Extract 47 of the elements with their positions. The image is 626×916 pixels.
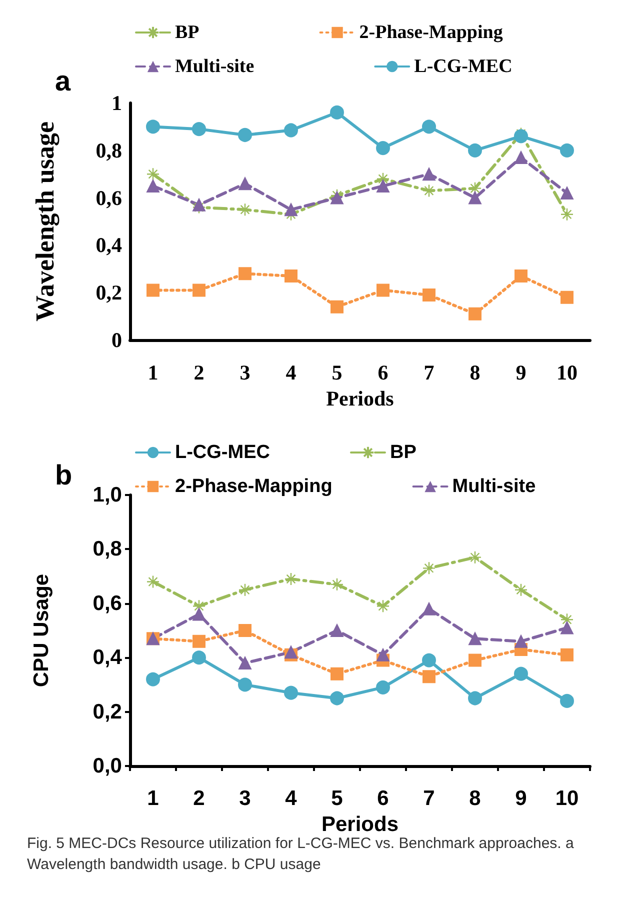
y-tick-label: 0,2 xyxy=(96,280,122,305)
chart-title: b xyxy=(55,460,72,490)
y-tick-label: 0,6 xyxy=(92,592,122,615)
y-tick-label: 1 xyxy=(112,91,122,115)
x-tick-label: 10 xyxy=(556,360,578,384)
legend-label: 2-Phase-Mapping xyxy=(359,22,504,43)
x-tick-label: 3 xyxy=(240,360,250,384)
x-tick-label: 1 xyxy=(147,787,160,810)
y-tick-label: 0,4 xyxy=(92,646,122,670)
y-tick-label: 0,2 xyxy=(92,700,122,724)
x-tick-label: 9 xyxy=(516,360,526,384)
x-tick-label: 5 xyxy=(332,360,342,384)
legend-label: BP xyxy=(390,442,417,463)
chart-title: a xyxy=(55,66,71,96)
x-tick-label: 2 xyxy=(193,787,205,810)
legend-label: Multi-site xyxy=(452,476,536,497)
x-tick-label: 6 xyxy=(377,787,389,810)
y-axis-title: Wavelength usage xyxy=(30,121,60,322)
x-tick-label: 2 xyxy=(194,360,204,384)
y-tick-label: 0 xyxy=(112,328,122,352)
caption: Fig. 5 MEC-DCs Resource utilization for L-CG-MEC vs. Benchmark approaches. a Wavelength bandwidth usage. b CPU usage xyxy=(27,835,578,873)
y-tick-label: 0,8 xyxy=(96,138,122,162)
y-tick-label: 0,4 xyxy=(96,233,122,258)
x-tick-label: 9 xyxy=(515,787,527,810)
x-tick-label: 3 xyxy=(239,787,251,810)
legend-label: 2-Phase-Mapping xyxy=(175,476,332,497)
x-tick-label: 4 xyxy=(286,360,297,384)
x-tick-label: 5 xyxy=(331,787,344,810)
x-axis-title: Periods xyxy=(321,812,399,836)
x-tick-label: 4 xyxy=(285,787,298,810)
y-axis-title: CPU Usage xyxy=(30,574,53,688)
x-tick-label: 7 xyxy=(423,787,435,810)
y-tick-label: 0,8 xyxy=(92,538,122,561)
x-axis-title: Periods xyxy=(326,386,394,410)
legend-label: L-CG-MEC xyxy=(175,442,270,463)
x-tick-label: 8 xyxy=(470,360,480,384)
x-tick-label: 1 xyxy=(148,360,158,384)
legend-label: L-CG-MEC xyxy=(414,56,512,77)
y-tick-label: 0,6 xyxy=(96,186,122,210)
x-tick-label: 8 xyxy=(469,787,482,810)
y-tick-label: 0,0 xyxy=(92,754,122,778)
legend-label: BP xyxy=(175,22,200,43)
y-tick-label: 1,0 xyxy=(92,484,122,506)
x-tick-label: 6 xyxy=(378,360,388,384)
x-tick-label: 10 xyxy=(555,787,579,810)
legend-label: Multi-site xyxy=(175,56,254,77)
x-tick-label: 7 xyxy=(424,360,434,384)
